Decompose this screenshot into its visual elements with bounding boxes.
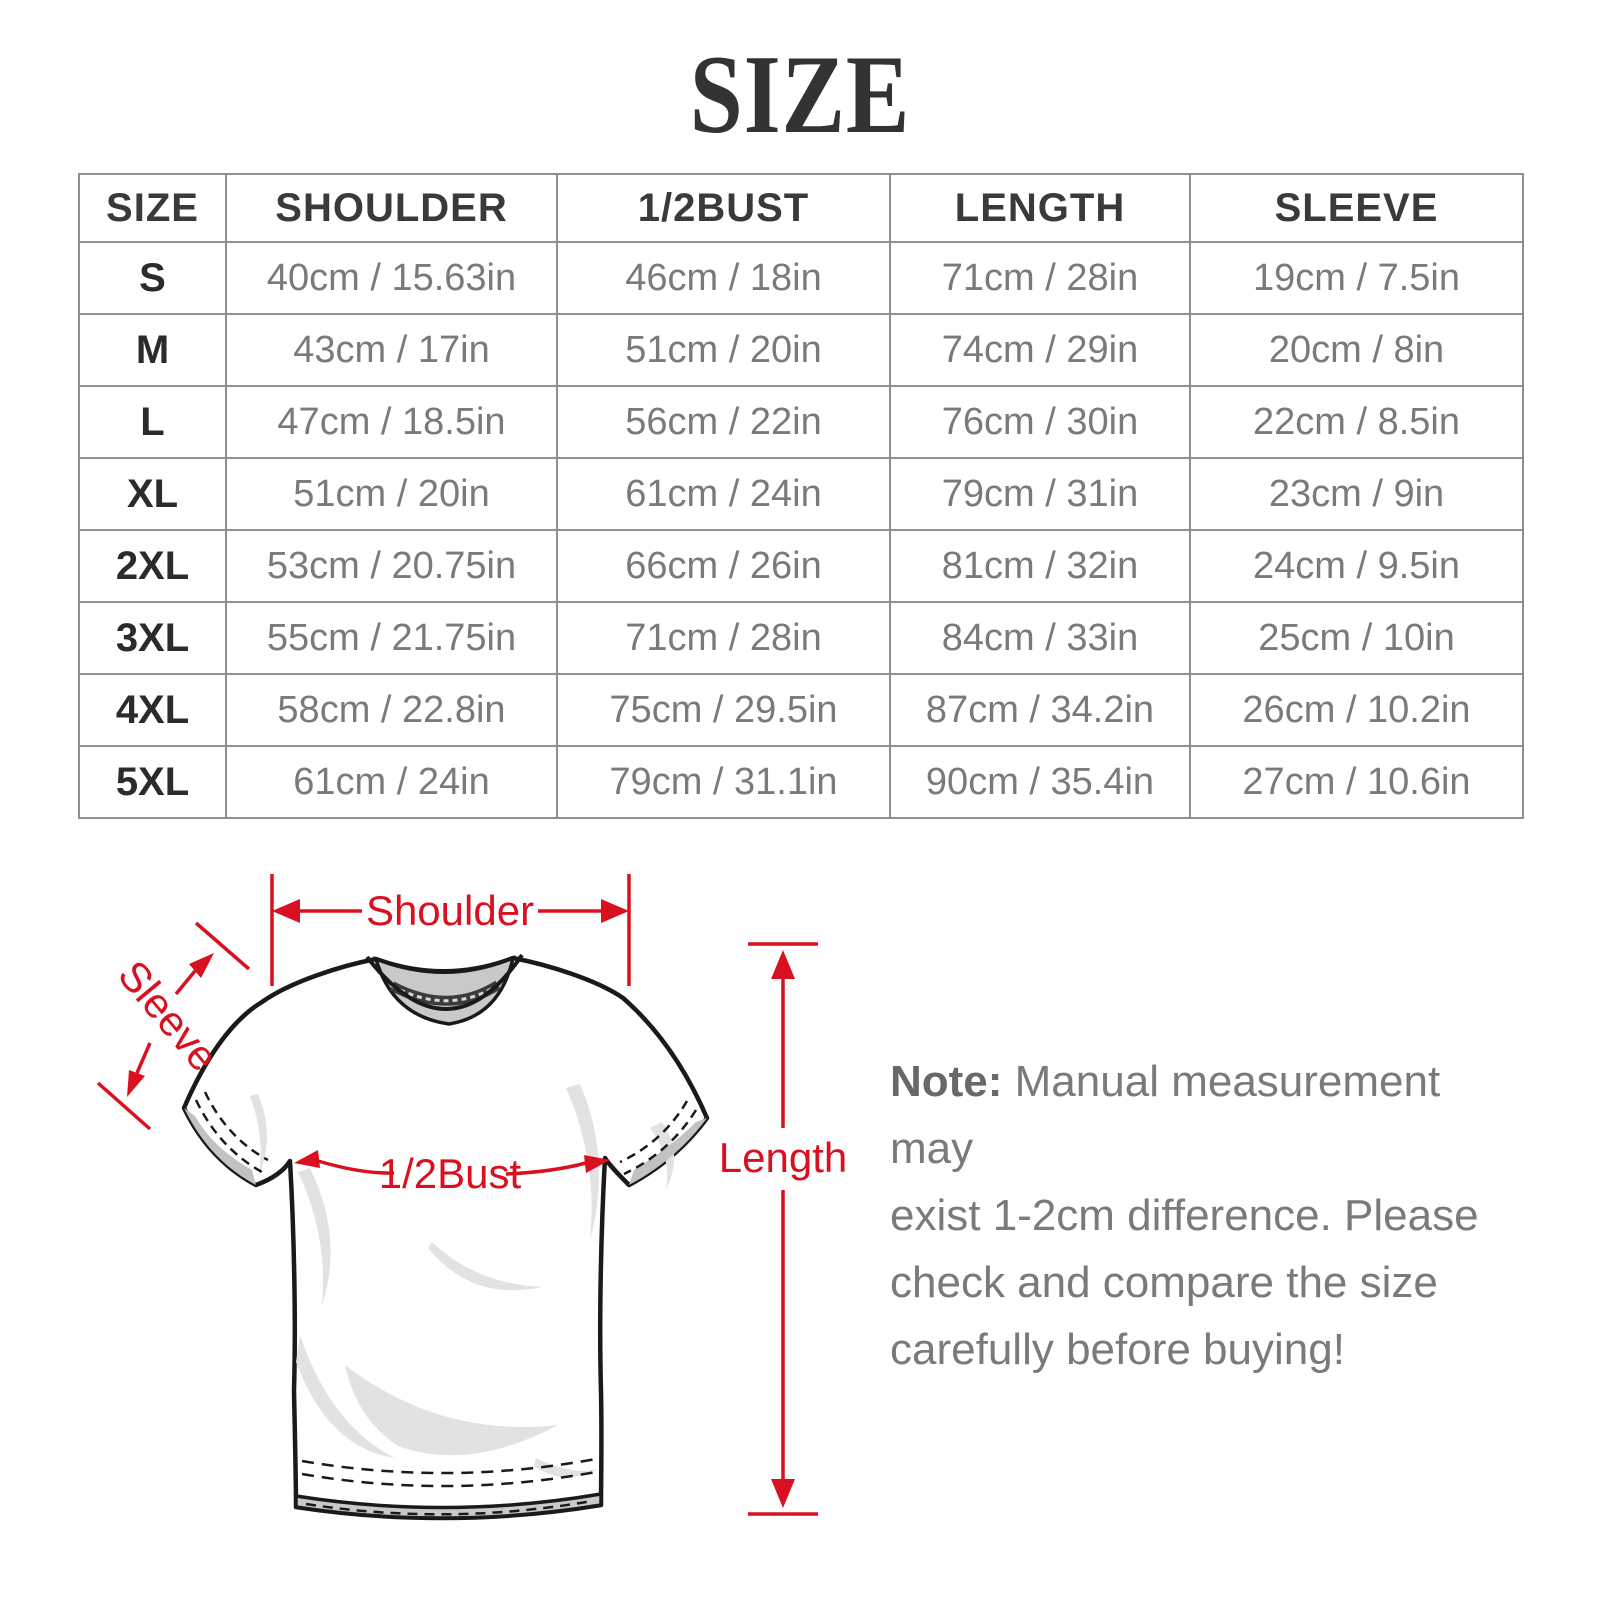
note-prefix: Note: (890, 1057, 1015, 1106)
left-cuff-inside (184, 1108, 256, 1185)
size-cell: XL (78, 457, 227, 531)
left-cuff-stitch (194, 1091, 269, 1174)
collar-inner (373, 955, 516, 1026)
measurement-cell: 40cm / 15.63in (225, 241, 558, 315)
size-cell: M (78, 313, 227, 387)
measurement-cell: 43cm / 17in (225, 313, 558, 387)
header-length: LENGTH (889, 173, 1191, 243)
measurement-cell: 51cm / 20in (225, 457, 558, 531)
note-line: exist 1-2cm difference. Please (890, 1191, 1479, 1240)
size-cell: L (78, 385, 227, 459)
table-row: M 43cm / 17in 51cm / 20in 74cm / 29in 20cm /… (78, 313, 1524, 387)
hem-stitch-lines (301, 1457, 597, 1488)
measurement-cell: 74cm / 29in (889, 313, 1191, 387)
sleeve-label: Sleeve (109, 951, 228, 1080)
measurement-cell: 71cm / 28in (556, 601, 891, 675)
measurement-cell: 87cm / 34.2in (889, 673, 1191, 747)
measurement-cell: 56cm / 22in (556, 385, 891, 459)
measurement-cell: 75cm / 29.5in (556, 673, 891, 747)
size-cell: 5XL (78, 745, 227, 819)
measurement-cell: 27cm / 10.6in (1189, 745, 1524, 819)
collar-front-band (365, 953, 524, 1011)
size-table: SIZE SHOULDER 1/2BUST LENGTH SLEEVE S 40c… (78, 173, 1524, 819)
shoulder-label: Shoulder (366, 887, 534, 934)
table-row: 5XL 61cm / 24in 79cm / 31.1in 90cm / 35.4in… (78, 745, 1524, 819)
header-bust: 1/2BUST (556, 173, 891, 243)
note-text: Note: Manual measurement may exist 1-2cm … (890, 1048, 1510, 1383)
measurement-cell: 55cm / 21.75in (225, 601, 558, 675)
measurement-cell: 47cm / 18.5in (225, 385, 558, 459)
right-cuff-inside (629, 1118, 707, 1185)
tshirt-drawing (181, 953, 710, 1521)
table-row: 2XL 53cm / 20.75in 66cm / 26in 81cm / 32in 2… (78, 529, 1524, 603)
measurement-cell: 81cm / 32in (889, 529, 1191, 603)
table-row: 3XL 55cm / 21.75in 71cm / 28in 84cm / 33in 2… (78, 601, 1524, 675)
measurement-cell: 79cm / 31in (889, 457, 1191, 531)
measurement-cell: 25cm / 10in (1189, 601, 1524, 675)
measurement-cell: 79cm / 31.1in (556, 745, 891, 819)
table-row: XL 51cm / 20in 61cm / 24in 79cm / 31in 23cm … (78, 457, 1524, 531)
measurement-cell: 71cm / 28in (889, 241, 1191, 315)
size-cell: 2XL (78, 529, 227, 603)
table-row: L 47cm / 18.5in 56cm / 22in 76cm / 30in 22cm… (78, 385, 1524, 459)
wrinkle-shading (250, 1084, 675, 1478)
length-dimension: Length (719, 942, 847, 1516)
measurement-cell: 53cm / 20.75in (225, 529, 558, 603)
hem-roll-stitch (305, 1499, 593, 1516)
measurement-cell: 58cm / 22.8in (225, 673, 558, 747)
measurement-cell: 20cm / 8in (1189, 313, 1524, 387)
page-title: SIZE (689, 33, 911, 157)
note-line: check and compare the size (890, 1258, 1438, 1307)
bust-label: 1/2Bust (379, 1150, 522, 1197)
table-row: S 40cm / 15.63in 46cm / 18in 71cm / 28in 19c… (78, 241, 1524, 315)
measurement-cell: 46cm / 18in (556, 241, 891, 315)
table-row: 4XL 58cm / 22.8in 75cm / 29.5in 87cm / 34.2… (78, 673, 1524, 747)
header-size: SIZE (78, 173, 227, 243)
measurement-cell: 66cm / 26in (556, 529, 891, 603)
tshirt-measurement-diagram: Shoulder Sleeve 1/2Bust (96, 874, 847, 1521)
size-cell: 4XL (78, 673, 227, 747)
right-cuff-stitch (619, 1100, 698, 1176)
measurement-cell: 51cm / 20in (556, 313, 891, 387)
measurement-cell: 19cm / 7.5in (1189, 241, 1524, 315)
size-cell: S (78, 241, 227, 315)
measurement-cell: 76cm / 30in (889, 385, 1191, 459)
measurement-cell: 61cm / 24in (225, 745, 558, 819)
hem-roll (294, 1491, 603, 1520)
table-header-row: SIZE SHOULDER 1/2BUST LENGTH SLEEVE (78, 173, 1524, 243)
shoulder-dimension: Shoulder (270, 874, 631, 986)
header-sleeve: SLEEVE (1189, 173, 1524, 243)
measurement-cell: 23cm / 9in (1189, 457, 1524, 531)
measurement-cell: 22cm / 8.5in (1189, 385, 1524, 459)
size-cell: 3XL (78, 601, 227, 675)
bust-dimension: 1/2Bust (294, 1150, 610, 1197)
measurement-cell: 24cm / 9.5in (1189, 529, 1524, 603)
header-shoulder: SHOULDER (225, 173, 558, 243)
measurement-cell: 90cm / 35.4in (889, 745, 1191, 819)
length-label: Length (719, 1134, 847, 1181)
measurement-cell: 61cm / 24in (556, 457, 891, 531)
note-line: carefully before buying! (890, 1325, 1345, 1374)
measurement-cell: 84cm / 33in (889, 601, 1191, 675)
measurement-cell: 26cm / 10.2in (1189, 673, 1524, 747)
note-line: Note: Manual measurement may (890, 1057, 1441, 1173)
